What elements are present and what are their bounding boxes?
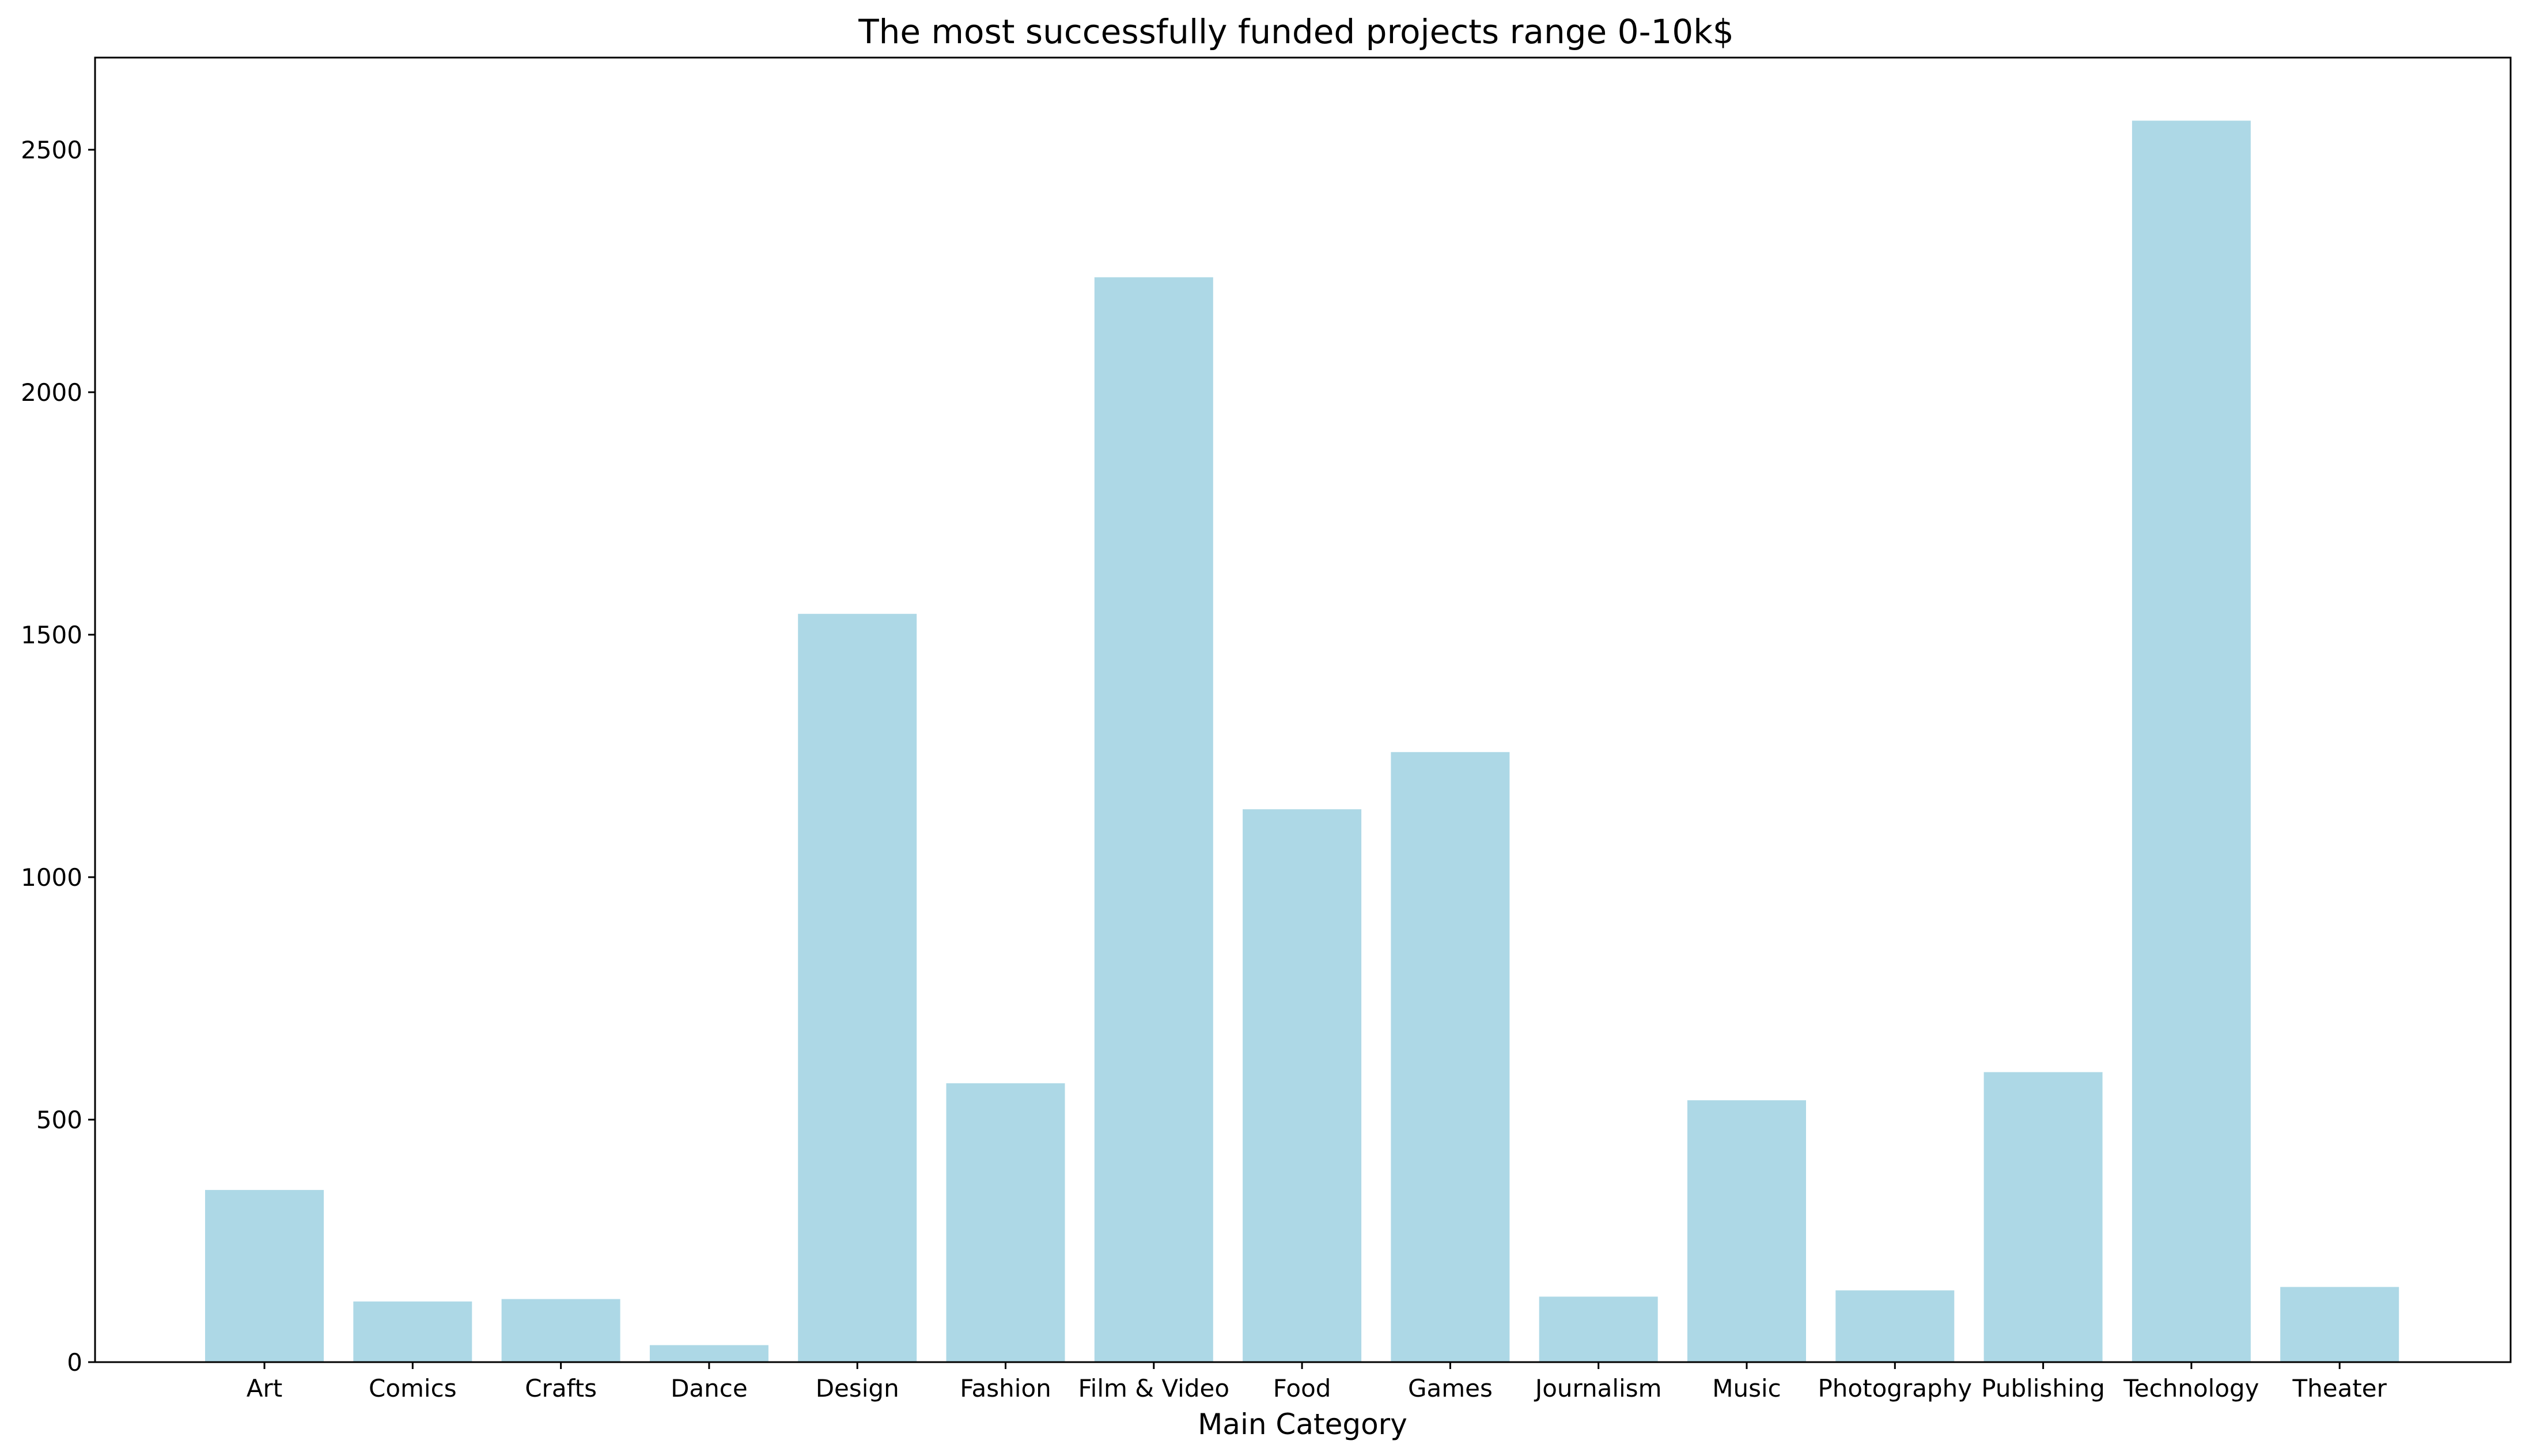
bar-dance [649,1345,769,1362]
x-axis-label: Main Category [1198,1408,1407,1441]
x-tick-label: Technology [2123,1374,2259,1402]
bar-food [1243,809,1362,1362]
bar-technology [2132,120,2251,1362]
x-tick-label: Comics [369,1374,457,1402]
bar-crafts [501,1299,620,1362]
bar-art [205,1190,324,1362]
bar-theater [2280,1287,2399,1362]
bar-journalism [1539,1296,1658,1362]
y-tick-label: 1000 [21,863,82,892]
x-tick-label: Fashion [960,1374,1051,1402]
y-tick-label: 2000 [21,378,82,407]
bar-comics [353,1301,472,1362]
x-tick-label: Games [1408,1374,1493,1402]
x-tick-label: Journalism [1534,1374,1662,1402]
bar-games [1391,752,1510,1362]
plot-frame [94,56,2512,1363]
y-axis-ticks: 0 500 1000 1500 2000 2500 [21,136,95,1377]
x-tick-label: Crafts [525,1374,597,1402]
x-tick-label: Design [816,1374,899,1402]
y-tick-label: 500 [36,1106,82,1134]
x-tick-label: Publishing [1981,1374,2105,1402]
x-tick-label: Art [247,1374,282,1402]
bar-music [1687,1100,1806,1362]
bar-design [798,613,917,1362]
y-tick-label: 2500 [21,136,82,164]
bars-group [205,120,2399,1362]
y-tick-label: 1500 [21,621,82,649]
chart-title: The most successfully funded projects ra… [858,12,1734,51]
x-tick-label: Music [1712,1374,1781,1402]
x-tick-label: Photography [1818,1374,1972,1402]
x-tick-label: Theater [2292,1374,2387,1402]
x-tick-label: Food [1273,1374,1331,1402]
x-tick-label: Film & Video [1078,1374,1229,1402]
x-axis-ticks: Art Comics Crafts Dance Design Fashion Film & … [247,1362,2387,1402]
bar-fashion [946,1083,1065,1362]
bar-film-video [1094,277,1213,1362]
bar-publishing [1983,1072,2103,1362]
bar-photography [1835,1290,1955,1362]
y-tick-label: 0 [67,1348,82,1377]
x-tick-label: Dance [671,1374,748,1402]
